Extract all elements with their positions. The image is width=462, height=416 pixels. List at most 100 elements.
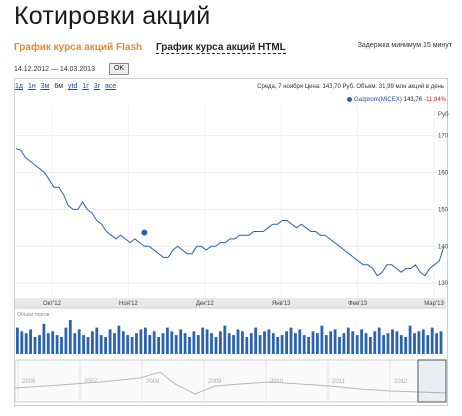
volume-bar <box>174 335 178 354</box>
tab-flash-chart[interactable]: График курса акций Flash <box>14 42 143 53</box>
period-6m[interactable]: 6м <box>54 83 64 90</box>
volume-bar <box>55 335 59 354</box>
legend-marker-icon <box>347 97 353 102</box>
volume-bar <box>64 327 68 354</box>
volume-bar <box>60 337 63 354</box>
x-axis: Окт'12 Ноя'12 Дек'12 Янв'13 Фев'13 Мар'13 <box>43 301 444 307</box>
navigator-year-label: 2011 <box>332 379 346 385</box>
volume-bar <box>338 337 341 354</box>
volume-bar <box>302 335 306 354</box>
volume-bar <box>307 337 310 354</box>
volume-bar <box>413 333 416 354</box>
volume-bar <box>157 337 160 354</box>
period-selector: 1д 1н 3м 6м ytd 1г 3г все <box>15 83 119 90</box>
volume-bar <box>294 333 297 354</box>
volume-bar <box>241 331 244 354</box>
volume-bar <box>391 329 394 354</box>
legend-series-name[interactable]: Gazprom(MICEX) <box>354 97 402 104</box>
volume-bar <box>355 335 359 354</box>
x-tick-label: Мар'13 <box>424 301 444 307</box>
volume-bar <box>223 325 227 354</box>
volume-bar <box>236 329 240 354</box>
navigator-window-handle[interactable] <box>417 359 447 403</box>
volume-bar <box>320 325 324 354</box>
period-1w[interactable]: 1н <box>27 83 36 90</box>
period-all[interactable]: все <box>105 83 117 90</box>
volume-bar <box>121 331 125 354</box>
legend-change: -11,84% <box>424 97 446 104</box>
volume-bar <box>298 329 302 354</box>
period-3y[interactable]: 3г <box>93 83 101 90</box>
x-tick-label: Фев'13 <box>348 301 368 307</box>
x-tick-label: Дек'12 <box>196 301 215 307</box>
selected-point-marker[interactable] <box>141 229 148 236</box>
volume-bar <box>232 335 235 354</box>
volume-bar <box>324 335 328 354</box>
volume-bar <box>426 335 430 354</box>
volume-bar <box>369 337 372 354</box>
volume-bar <box>249 333 253 354</box>
volume-bar <box>192 331 196 354</box>
volume-bar <box>289 327 293 354</box>
x-tick-label: Янв'13 <box>272 301 291 307</box>
volume-bar <box>329 331 333 354</box>
volume-bar <box>196 335 200 354</box>
period-1y[interactable]: 1г <box>82 83 89 90</box>
x-tick-label: Окт'12 <box>43 301 62 307</box>
y-tick-label: 130 <box>438 281 449 287</box>
volume-bar <box>205 329 209 354</box>
volume-bar <box>95 327 99 354</box>
period-1d[interactable]: 1д <box>15 83 23 90</box>
currency-label: Руб <box>438 112 449 118</box>
period-ytd[interactable]: ytd <box>68 83 78 90</box>
volume-bar <box>276 337 280 354</box>
volume-bar <box>346 327 350 354</box>
volume-bar <box>179 329 183 354</box>
navigator-year-label: 2008 <box>146 379 160 385</box>
volume-bar <box>417 331 421 354</box>
tab-html-chart[interactable]: График курса акций HTML <box>156 42 286 54</box>
volume-bar <box>33 337 37 354</box>
volume-bar <box>20 331 24 354</box>
volume-label: Объем торгов <box>17 312 50 318</box>
volume-bar <box>333 329 337 354</box>
volume-bar <box>29 329 32 354</box>
period-3m[interactable]: 3м <box>40 83 50 90</box>
volume-bar <box>130 337 134 354</box>
volume-bar <box>360 329 363 354</box>
volume-bar <box>82 335 85 354</box>
price-line <box>15 148 445 277</box>
volume-bar <box>254 327 258 354</box>
volume-bar <box>285 331 288 354</box>
volume-bar <box>104 337 107 354</box>
navigator-year-label: 2007 <box>84 379 98 385</box>
page-title: Котировки акций <box>14 2 211 30</box>
ok-button[interactable]: OK <box>109 63 129 75</box>
volume-bar <box>373 331 377 354</box>
y-tick-label: 150 <box>438 207 449 213</box>
y-tick-label: 160 <box>438 170 449 176</box>
volume-bar <box>342 333 346 354</box>
navigator-panel[interactable] <box>14 359 447 403</box>
volume-bar <box>91 331 94 354</box>
volume-bar <box>139 329 143 354</box>
x-axis-band <box>15 298 446 308</box>
navigator-year-label: 2012 <box>394 379 408 385</box>
volume-bar <box>267 329 271 354</box>
navigator-line <box>14 371 447 395</box>
chart-panel <box>14 78 448 406</box>
volume-bar <box>404 337 408 354</box>
volume-bar <box>24 333 28 354</box>
volume-bar <box>280 335 284 354</box>
chart-gridlines <box>16 106 444 298</box>
x-tick-label: Ноя'12 <box>119 301 138 307</box>
date-range-input[interactable]: 14.12.2012 — 14.03.2013 <box>14 66 95 73</box>
volume-bar <box>263 331 266 354</box>
volume-bar <box>210 333 213 354</box>
volume-bar <box>395 331 399 354</box>
volume-bar <box>16 327 19 354</box>
volume-bar <box>170 331 174 354</box>
price-info-line: Среда, 7 ноября Цена: 143,70 Руб. Объем:… <box>257 84 444 90</box>
